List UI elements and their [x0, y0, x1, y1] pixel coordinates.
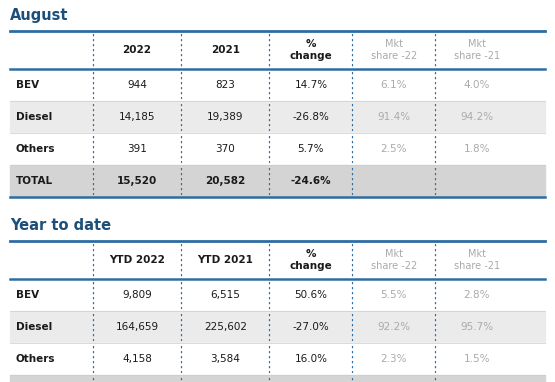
Bar — [10, 101, 545, 133]
Text: 14,185: 14,185 — [119, 112, 155, 122]
Text: %
change: % change — [290, 249, 332, 271]
Text: 2.8%: 2.8% — [463, 290, 490, 300]
Bar — [10, 375, 545, 382]
Text: Mkt
share -22: Mkt share -22 — [371, 39, 417, 61]
Text: Diesel: Diesel — [16, 112, 52, 122]
Bar — [10, 165, 545, 197]
Text: -24.6%: -24.6% — [291, 176, 331, 186]
Text: 370: 370 — [215, 144, 235, 154]
Text: 16.0%: 16.0% — [295, 354, 327, 364]
Bar — [10, 343, 545, 375]
Text: 1.8%: 1.8% — [463, 144, 490, 154]
Text: 6,515: 6,515 — [210, 290, 240, 300]
Text: %
change: % change — [290, 39, 332, 61]
Text: 91.4%: 91.4% — [377, 112, 411, 122]
Text: 5.7%: 5.7% — [297, 144, 324, 154]
Text: Others: Others — [16, 144, 56, 154]
Text: Year to date: Year to date — [10, 218, 111, 233]
Text: 4.0%: 4.0% — [463, 80, 490, 90]
Text: 94.2%: 94.2% — [460, 112, 493, 122]
Text: Mkt
share -21: Mkt share -21 — [454, 249, 500, 271]
Bar — [10, 279, 545, 311]
Text: 6.1%: 6.1% — [381, 80, 407, 90]
Text: 391: 391 — [127, 144, 147, 154]
Text: TOTAL: TOTAL — [16, 176, 53, 186]
Text: 2.5%: 2.5% — [381, 144, 407, 154]
Text: 50.6%: 50.6% — [295, 290, 327, 300]
Text: 2021: 2021 — [211, 45, 240, 55]
Text: 164,659: 164,659 — [115, 322, 159, 332]
Text: 5.5%: 5.5% — [381, 290, 407, 300]
Bar — [10, 311, 545, 343]
Text: 2022: 2022 — [123, 45, 152, 55]
Text: 92.2%: 92.2% — [377, 322, 411, 332]
Text: 2.3%: 2.3% — [381, 354, 407, 364]
Text: Mkt
share -22: Mkt share -22 — [371, 249, 417, 271]
Text: 20,582: 20,582 — [205, 176, 245, 186]
Text: 823: 823 — [215, 80, 235, 90]
Text: BEV: BEV — [16, 290, 39, 300]
Text: Diesel: Diesel — [16, 322, 52, 332]
Text: August: August — [10, 8, 68, 23]
Text: 3,584: 3,584 — [210, 354, 240, 364]
Text: BEV: BEV — [16, 80, 39, 90]
Text: 15,520: 15,520 — [117, 176, 157, 186]
Text: 14.7%: 14.7% — [294, 80, 327, 90]
Text: -27.0%: -27.0% — [292, 322, 329, 332]
Text: 19,389: 19,389 — [207, 112, 244, 122]
Text: 9,809: 9,809 — [122, 290, 152, 300]
Text: Mkt
share -21: Mkt share -21 — [454, 39, 500, 61]
Bar — [10, 133, 545, 165]
Text: 4,158: 4,158 — [122, 354, 152, 364]
Text: YTD 2021: YTD 2021 — [198, 255, 253, 265]
Text: -26.8%: -26.8% — [292, 112, 329, 122]
Text: 95.7%: 95.7% — [460, 322, 493, 332]
Text: 1.5%: 1.5% — [463, 354, 490, 364]
Bar — [10, 69, 545, 101]
Text: Others: Others — [16, 354, 56, 364]
Bar — [10, 241, 545, 279]
Text: YTD 2022: YTD 2022 — [109, 255, 165, 265]
Text: 944: 944 — [127, 80, 147, 90]
Bar — [10, 31, 545, 69]
Text: 225,602: 225,602 — [204, 322, 247, 332]
